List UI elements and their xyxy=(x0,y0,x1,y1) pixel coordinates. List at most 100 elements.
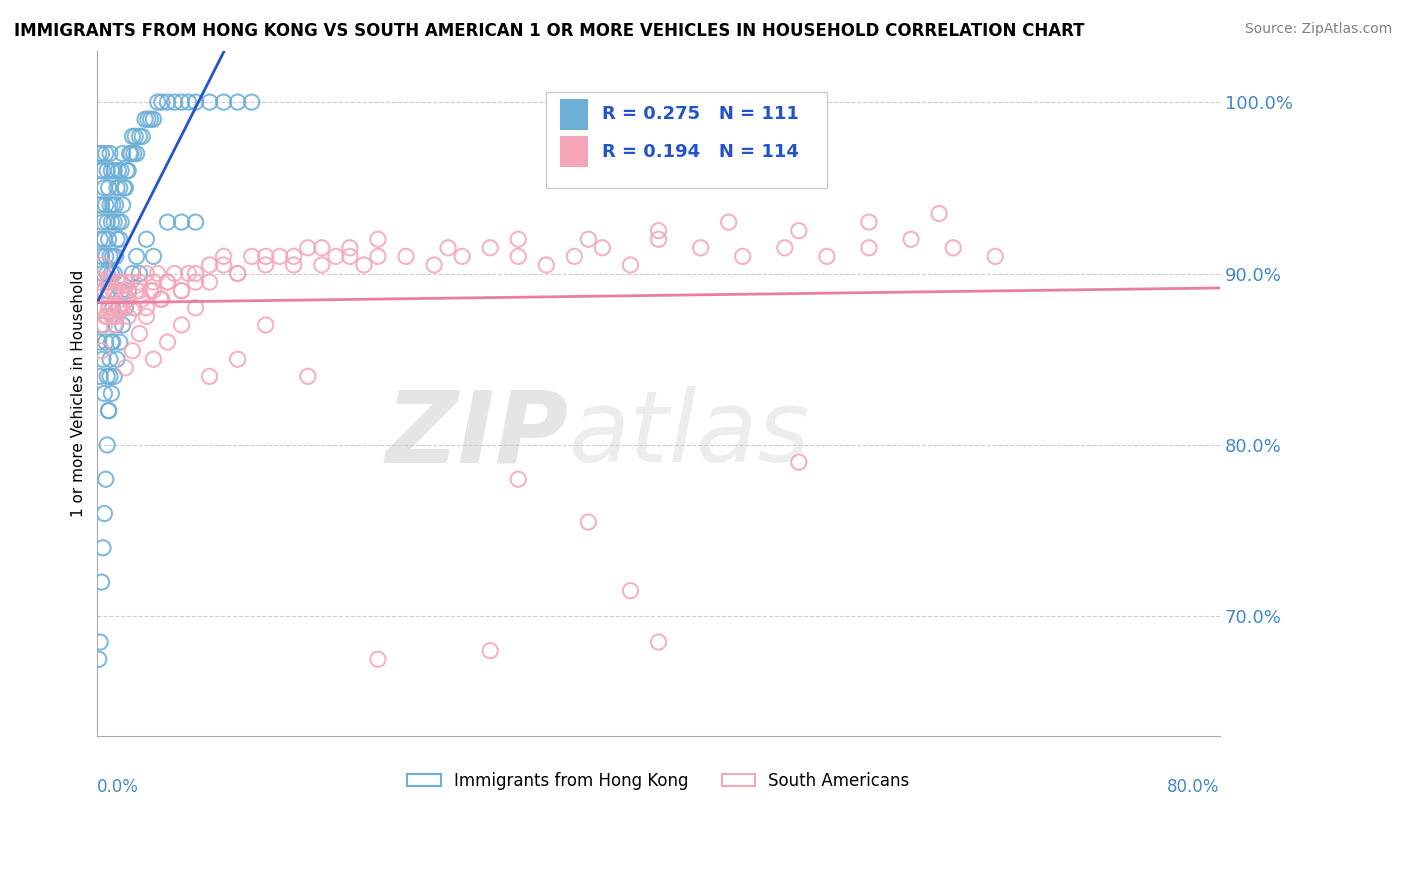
Point xyxy=(717,215,740,229)
Bar xyxy=(560,99,588,129)
Point xyxy=(111,198,134,212)
Point xyxy=(184,301,207,315)
Point xyxy=(150,292,173,306)
Point xyxy=(96,215,118,229)
Point xyxy=(254,249,277,263)
Point xyxy=(479,643,502,657)
Point xyxy=(150,95,173,109)
Point xyxy=(647,224,669,238)
Point xyxy=(120,146,142,161)
Point xyxy=(170,284,193,298)
Point xyxy=(134,112,156,127)
Point xyxy=(96,163,118,178)
Point xyxy=(184,267,207,281)
Point xyxy=(122,301,145,315)
Point xyxy=(96,310,118,324)
Point xyxy=(122,146,145,161)
Y-axis label: 1 or more Vehicles in Household: 1 or more Vehicles in Household xyxy=(72,270,86,517)
Point xyxy=(128,284,150,298)
Point xyxy=(101,335,124,350)
Point xyxy=(311,241,333,255)
Point xyxy=(731,249,754,263)
Point xyxy=(128,267,150,281)
Point xyxy=(311,258,333,272)
Point xyxy=(198,275,221,289)
Point xyxy=(184,215,207,229)
Point xyxy=(339,249,361,263)
Point xyxy=(98,301,121,315)
Point xyxy=(156,215,179,229)
Point xyxy=(87,146,110,161)
Point xyxy=(100,215,122,229)
Text: IMMIGRANTS FROM HONG KONG VS SOUTH AMERICAN 1 OR MORE VEHICLES IN HOUSEHOLD CORR: IMMIGRANTS FROM HONG KONG VS SOUTH AMERI… xyxy=(14,22,1084,40)
Point xyxy=(91,215,114,229)
Point xyxy=(100,267,122,281)
Point xyxy=(96,438,118,452)
Point xyxy=(91,541,114,555)
Point xyxy=(122,301,145,315)
Point xyxy=(117,310,139,324)
Point xyxy=(131,129,153,144)
Point xyxy=(100,163,122,178)
Point xyxy=(117,284,139,298)
Point xyxy=(93,507,115,521)
Point xyxy=(773,241,796,255)
Point xyxy=(104,249,127,263)
Point xyxy=(94,198,117,212)
Point xyxy=(858,241,880,255)
Point xyxy=(104,318,127,332)
Point xyxy=(103,318,125,332)
Point xyxy=(108,181,131,195)
Point xyxy=(226,352,249,367)
Point xyxy=(117,163,139,178)
Point xyxy=(114,275,136,289)
Point xyxy=(297,369,319,384)
Point xyxy=(142,284,165,298)
Point xyxy=(117,292,139,306)
Point xyxy=(128,275,150,289)
Point xyxy=(97,284,120,298)
Point xyxy=(89,232,111,246)
Point xyxy=(139,112,162,127)
Point xyxy=(101,249,124,263)
Point xyxy=(226,95,249,109)
Point xyxy=(339,241,361,255)
Point xyxy=(240,249,263,263)
Point xyxy=(111,318,134,332)
Point xyxy=(110,163,132,178)
Point xyxy=(114,301,136,315)
Point xyxy=(131,292,153,306)
Point xyxy=(135,232,157,246)
Point xyxy=(135,267,157,281)
Point xyxy=(110,215,132,229)
Point xyxy=(135,310,157,324)
Point xyxy=(928,206,950,220)
Point xyxy=(94,310,117,324)
Point xyxy=(111,292,134,306)
Point xyxy=(283,249,305,263)
Point xyxy=(177,267,200,281)
Point xyxy=(90,146,112,161)
Point xyxy=(142,112,165,127)
Point xyxy=(103,163,125,178)
Point xyxy=(100,335,122,350)
Point xyxy=(98,249,121,263)
Point xyxy=(254,318,277,332)
Point xyxy=(815,249,838,263)
Point xyxy=(198,258,221,272)
Point xyxy=(87,652,110,666)
Point xyxy=(787,224,810,238)
Point xyxy=(858,215,880,229)
Point xyxy=(101,301,124,315)
Point xyxy=(689,241,711,255)
Point xyxy=(212,258,235,272)
Point xyxy=(124,129,146,144)
Point xyxy=(423,258,446,272)
Point xyxy=(367,232,389,246)
Text: atlas: atlas xyxy=(569,386,810,483)
Point xyxy=(142,352,165,367)
Point xyxy=(96,267,118,281)
Point xyxy=(104,284,127,298)
Point xyxy=(576,232,599,246)
Point xyxy=(87,198,110,212)
